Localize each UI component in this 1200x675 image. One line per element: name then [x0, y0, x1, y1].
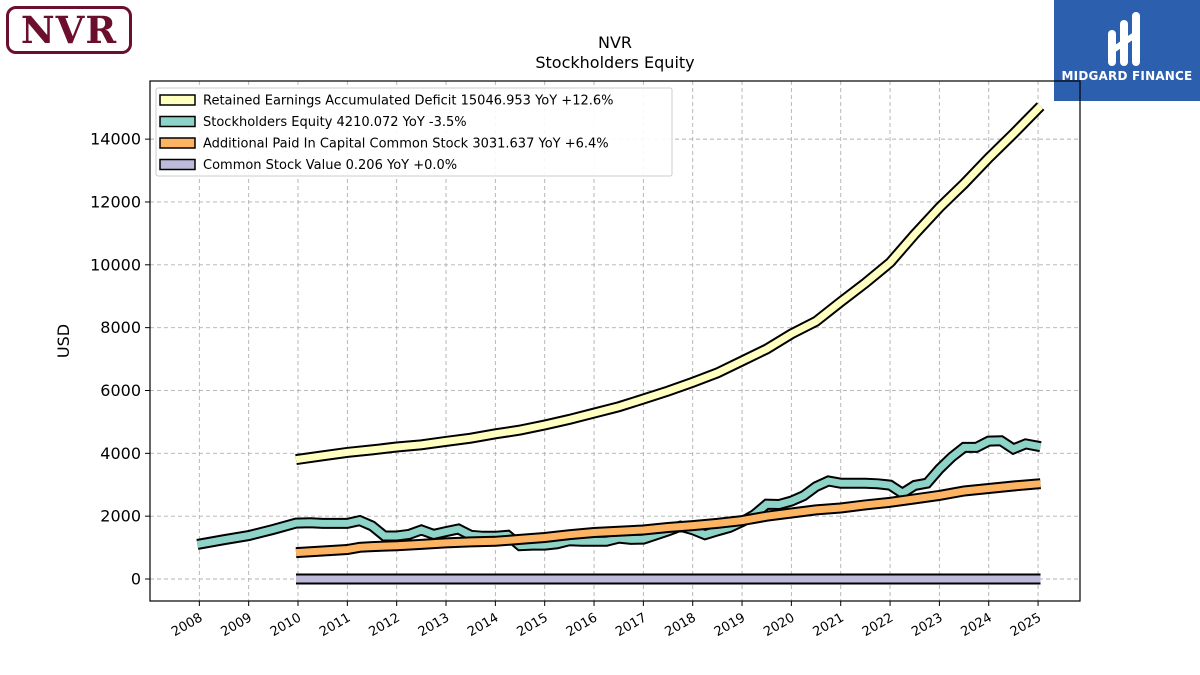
series-line-retained-earnings-accumulated-deficit — [295, 103, 1043, 464]
x-tick-label: 2018 — [663, 610, 699, 640]
legend: Retained Earnings Accumulated Deficit 15… — [155, 87, 673, 177]
y-tick-label: 8000 — [100, 318, 141, 337]
x-tick-label: 2011 — [317, 610, 353, 640]
nvr-logo: NVR — [6, 6, 132, 54]
x-tick-label: 2012 — [367, 610, 403, 640]
legend-swatch — [159, 137, 196, 149]
chart-subtitle: Stockholders Equity — [535, 53, 694, 72]
x-tick-label: 2008 — [169, 610, 205, 640]
x-tick-label: 2009 — [219, 610, 255, 640]
plot-frame — [149, 80, 1081, 602]
legend-label: Retained Earnings Accumulated Deficit 15… — [203, 94, 614, 109]
x-tick-label: 2015 — [515, 610, 551, 640]
y-axis-label: USD — [54, 324, 73, 358]
legend-label: Additional Paid In Capital Common Stock … — [203, 137, 609, 152]
legend-box — [155, 87, 673, 177]
nvr-logo-text: NVR — [20, 7, 118, 52]
x-tick-label: 2023 — [909, 610, 945, 640]
chart-title: NVR — [598, 33, 632, 52]
y-tick-label: 2000 — [100, 507, 141, 526]
midgard-finance-logo: MIDGARD FINANCE — [1054, 0, 1200, 101]
legend-swatch — [159, 115, 196, 128]
x-tick-label: 2019 — [712, 610, 748, 640]
legend-swatch — [159, 158, 196, 171]
legend-swatch — [159, 94, 196, 106]
midgard-finance-text: MIDGARD FINANCE — [1061, 69, 1193, 83]
x-tick-label: 2017 — [613, 610, 649, 640]
x-tick-label: 2016 — [564, 610, 600, 640]
series-layer — [196, 102, 1045, 585]
legend-label: Stockholders Equity 4210.072 YoY -3.5% — [203, 115, 467, 130]
y-tick-label: 4000 — [100, 444, 141, 463]
x-tick-label: 2022 — [860, 610, 896, 640]
y-tick-label: 14000 — [90, 130, 141, 149]
x-tick-label: 2020 — [761, 610, 797, 640]
x-tick-label: 2013 — [416, 610, 452, 640]
x-tick-label: 2021 — [811, 610, 847, 640]
y-tick-label: 10000 — [90, 255, 141, 274]
legend-label: Common Stock Value 0.206 YoY +0.0% — [203, 158, 457, 173]
x-tick-label: 2025 — [1008, 610, 1044, 640]
x-tick-label: 2014 — [465, 610, 501, 640]
y-tick-label: 6000 — [100, 381, 141, 400]
series-line-stockholders-equity — [196, 437, 1042, 550]
series-line-additional-paid-in-capital-common-stock — [295, 480, 1041, 557]
x-tick-label: 2024 — [959, 610, 995, 640]
axes: 0 2000 4000 6000 8000 10000 12000 14000 2008 2009… — [90, 130, 1044, 640]
x-tick-label: 2010 — [268, 610, 304, 640]
midgard-mark-icon — [1108, 12, 1140, 66]
y-tick-label: 0 — [131, 570, 141, 589]
y-tick-label: 12000 — [90, 192, 141, 211]
